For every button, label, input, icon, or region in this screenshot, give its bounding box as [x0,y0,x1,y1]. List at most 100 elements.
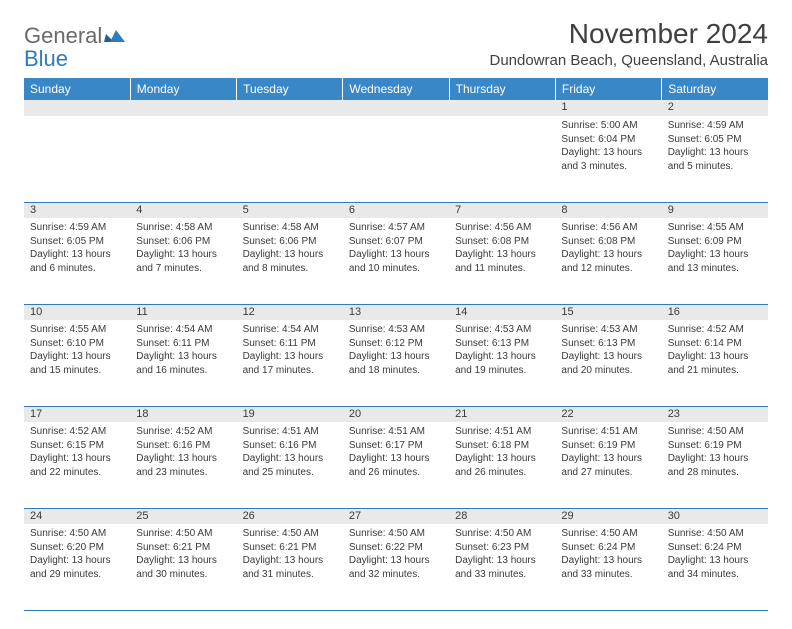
daylight-text: Daylight: 13 hours and 18 minutes. [349,350,443,377]
daylight-text: Daylight: 13 hours and 26 minutes. [349,452,443,479]
day-content-cell: Sunrise: 4:54 AMSunset: 6:11 PMDaylight:… [237,320,343,406]
sunset-text: Sunset: 6:13 PM [561,337,655,351]
day-number-cell: 22 [555,406,661,422]
day-number-cell: 16 [662,304,768,320]
sunrise-text: Sunrise: 4:50 AM [30,527,124,541]
sunset-text: Sunset: 6:12 PM [349,337,443,351]
sunrise-text: Sunrise: 4:51 AM [243,425,337,439]
sunset-text: Sunset: 6:11 PM [136,337,230,351]
day-number-cell: 9 [662,202,768,218]
sunset-text: Sunset: 6:19 PM [561,439,655,453]
day-number-cell: 10 [24,304,130,320]
sunrise-text: Sunrise: 4:50 AM [668,527,762,541]
sunset-text: Sunset: 6:11 PM [243,337,337,351]
day-number-cell [24,100,130,116]
day-content-cell: Sunrise: 4:52 AMSunset: 6:15 PMDaylight:… [24,422,130,508]
sunset-text: Sunset: 6:05 PM [668,133,762,147]
daylight-text: Daylight: 13 hours and 5 minutes. [668,146,762,173]
day-number-cell: 24 [24,508,130,524]
day-number-cell: 18 [130,406,236,422]
day-number-cell: 28 [449,508,555,524]
day-number-row: 3456789 [24,202,768,218]
day-content-cell: Sunrise: 4:53 AMSunset: 6:13 PMDaylight:… [555,320,661,406]
sunset-text: Sunset: 6:05 PM [30,235,124,249]
sunrise-text: Sunrise: 4:58 AM [136,221,230,235]
weekday-header: Saturday [662,78,768,100]
sunrise-text: Sunrise: 4:58 AM [243,221,337,235]
sunset-text: Sunset: 6:13 PM [455,337,549,351]
daylight-text: Daylight: 13 hours and 26 minutes. [455,452,549,479]
day-number-cell: 8 [555,202,661,218]
sunset-text: Sunset: 6:14 PM [668,337,762,351]
weekday-header: Thursday [449,78,555,100]
day-content-cell: Sunrise: 4:57 AMSunset: 6:07 PMDaylight:… [343,218,449,304]
sunset-text: Sunset: 6:17 PM [349,439,443,453]
daylight-text: Daylight: 13 hours and 20 minutes. [561,350,655,377]
sunset-text: Sunset: 6:06 PM [136,235,230,249]
day-content-cell: Sunrise: 4:51 AMSunset: 6:16 PMDaylight:… [237,422,343,508]
sunrise-text: Sunrise: 4:50 AM [455,527,549,541]
daylight-text: Daylight: 13 hours and 11 minutes. [455,248,549,275]
day-number-row: 24252627282930 [24,508,768,524]
day-content-cell: Sunrise: 4:50 AMSunset: 6:21 PMDaylight:… [130,524,236,610]
sunrise-text: Sunrise: 4:52 AM [30,425,124,439]
sunrise-text: Sunrise: 4:50 AM [668,425,762,439]
day-content-cell: Sunrise: 4:55 AMSunset: 6:09 PMDaylight:… [662,218,768,304]
day-content-cell: Sunrise: 4:50 AMSunset: 6:24 PMDaylight:… [662,524,768,610]
sunset-text: Sunset: 6:24 PM [668,541,762,555]
day-number-cell: 7 [449,202,555,218]
sunset-text: Sunset: 6:09 PM [668,235,762,249]
daylight-text: Daylight: 13 hours and 8 minutes. [243,248,337,275]
daylight-text: Daylight: 13 hours and 17 minutes. [243,350,337,377]
day-content-cell [343,116,449,202]
day-number-cell: 6 [343,202,449,218]
daylight-text: Daylight: 13 hours and 34 minutes. [668,554,762,581]
weekday-header: Friday [555,78,661,100]
sunrise-text: Sunrise: 4:51 AM [349,425,443,439]
day-content-cell: Sunrise: 4:54 AMSunset: 6:11 PMDaylight:… [130,320,236,406]
day-content-cell: Sunrise: 5:00 AMSunset: 6:04 PMDaylight:… [555,116,661,202]
day-content-cell: Sunrise: 4:56 AMSunset: 6:08 PMDaylight:… [449,218,555,304]
day-number-cell: 19 [237,406,343,422]
daylight-text: Daylight: 13 hours and 13 minutes. [668,248,762,275]
day-content-cell [449,116,555,202]
sunrise-text: Sunrise: 4:52 AM [668,323,762,337]
sunrise-text: Sunrise: 4:54 AM [136,323,230,337]
day-number-cell: 21 [449,406,555,422]
day-number-cell: 15 [555,304,661,320]
title-block: November 2024 Dundowran Beach, Queenslan… [489,18,768,69]
day-number-cell: 20 [343,406,449,422]
sunset-text: Sunset: 6:07 PM [349,235,443,249]
sunrise-text: Sunrise: 4:53 AM [455,323,549,337]
daylight-text: Daylight: 13 hours and 21 minutes. [668,350,762,377]
sunset-text: Sunset: 6:18 PM [455,439,549,453]
day-number-cell: 30 [662,508,768,524]
sunrise-text: Sunrise: 4:56 AM [455,221,549,235]
day-number-cell: 25 [130,508,236,524]
day-content-cell: Sunrise: 4:50 AMSunset: 6:19 PMDaylight:… [662,422,768,508]
day-number-cell: 13 [343,304,449,320]
weekday-header: Sunday [24,78,130,100]
day-number-cell: 5 [237,202,343,218]
day-number-cell: 29 [555,508,661,524]
sunset-text: Sunset: 6:24 PM [561,541,655,555]
sunset-text: Sunset: 6:22 PM [349,541,443,555]
logo-mark-icon [104,24,126,47]
day-content-cell: Sunrise: 4:53 AMSunset: 6:13 PMDaylight:… [449,320,555,406]
sunset-text: Sunset: 6:06 PM [243,235,337,249]
day-content-cell: Sunrise: 4:52 AMSunset: 6:14 PMDaylight:… [662,320,768,406]
sunrise-text: Sunrise: 4:50 AM [136,527,230,541]
daylight-text: Daylight: 13 hours and 27 minutes. [561,452,655,479]
day-number-row: 12 [24,100,768,116]
day-number-cell [130,100,236,116]
sunset-text: Sunset: 6:19 PM [668,439,762,453]
day-content-cell: Sunrise: 4:55 AMSunset: 6:10 PMDaylight:… [24,320,130,406]
day-number-cell [237,100,343,116]
sunset-text: Sunset: 6:21 PM [136,541,230,555]
day-number-cell: 1 [555,100,661,116]
logo: GeneralBlue [24,24,126,70]
day-content-cell: Sunrise: 4:50 AMSunset: 6:24 PMDaylight:… [555,524,661,610]
header: GeneralBlue November 2024 Dundowran Beac… [24,18,768,70]
sunset-text: Sunset: 6:16 PM [243,439,337,453]
day-content-cell [130,116,236,202]
